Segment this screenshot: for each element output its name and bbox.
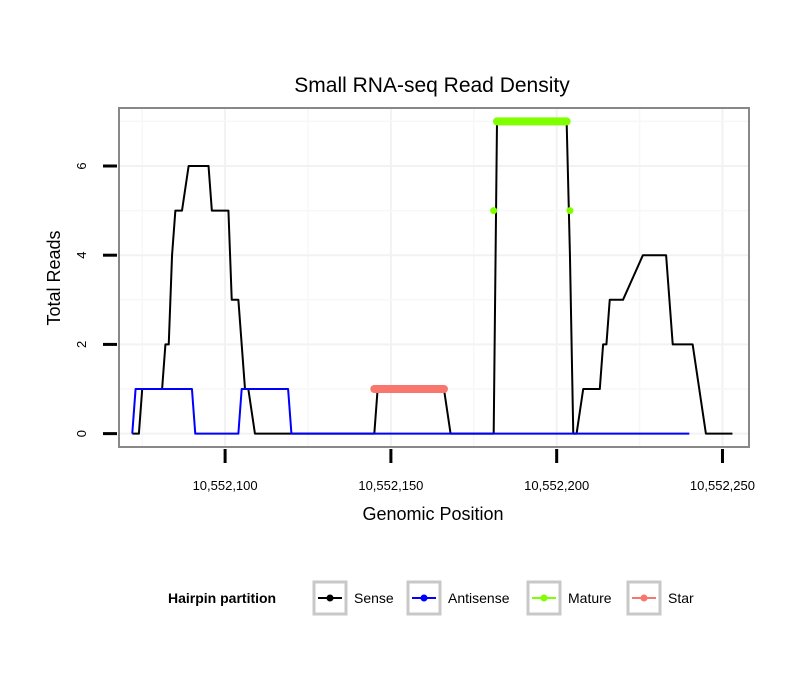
legend-label: Mature [568, 590, 612, 606]
legend-label: Antisense [448, 590, 510, 606]
x-tick-label: 10,552,100 [193, 478, 258, 493]
axes: 10,552,100 10,552,150 10,552,200 10,552,250… [74, 162, 755, 493]
y-axis-label: Total Reads [44, 230, 64, 325]
legend-title: Hairpin partition [168, 590, 276, 606]
series-star-point [370, 385, 378, 393]
series-mature-point [493, 117, 501, 125]
x-tick-label: 10,552,250 [690, 478, 755, 493]
series-antisense-line [131, 388, 690, 435]
series-mature-point [563, 117, 571, 125]
y-tick-label: 6 [74, 162, 89, 169]
x-tick-label: 10,552,150 [358, 478, 423, 493]
series-mature-point [566, 207, 574, 215]
y-tick-label: 4 [74, 252, 89, 259]
plot-data [131, 117, 733, 435]
legend-key-point [326, 594, 334, 602]
chart-title: Small RNA-seq Read Density [294, 74, 570, 97]
series-mature-point [490, 207, 498, 215]
series-star-point [440, 385, 448, 393]
plot-panel-border [118, 107, 750, 448]
legend-key-point [420, 594, 428, 602]
legend: Hairpin partition Sense Antisense Mature St… [168, 580, 694, 616]
legend-key-point [640, 594, 648, 602]
y-tick-label: 2 [74, 341, 89, 348]
x-tick-label: 10,552,200 [524, 478, 589, 493]
y-tick-label: 0 [74, 430, 89, 437]
x-axis-label: Genomic Position [362, 504, 503, 524]
grid [119, 108, 749, 447]
legend-label: Star [668, 590, 694, 606]
legend-label: Sense [354, 590, 394, 606]
legend-key-point [540, 594, 548, 602]
